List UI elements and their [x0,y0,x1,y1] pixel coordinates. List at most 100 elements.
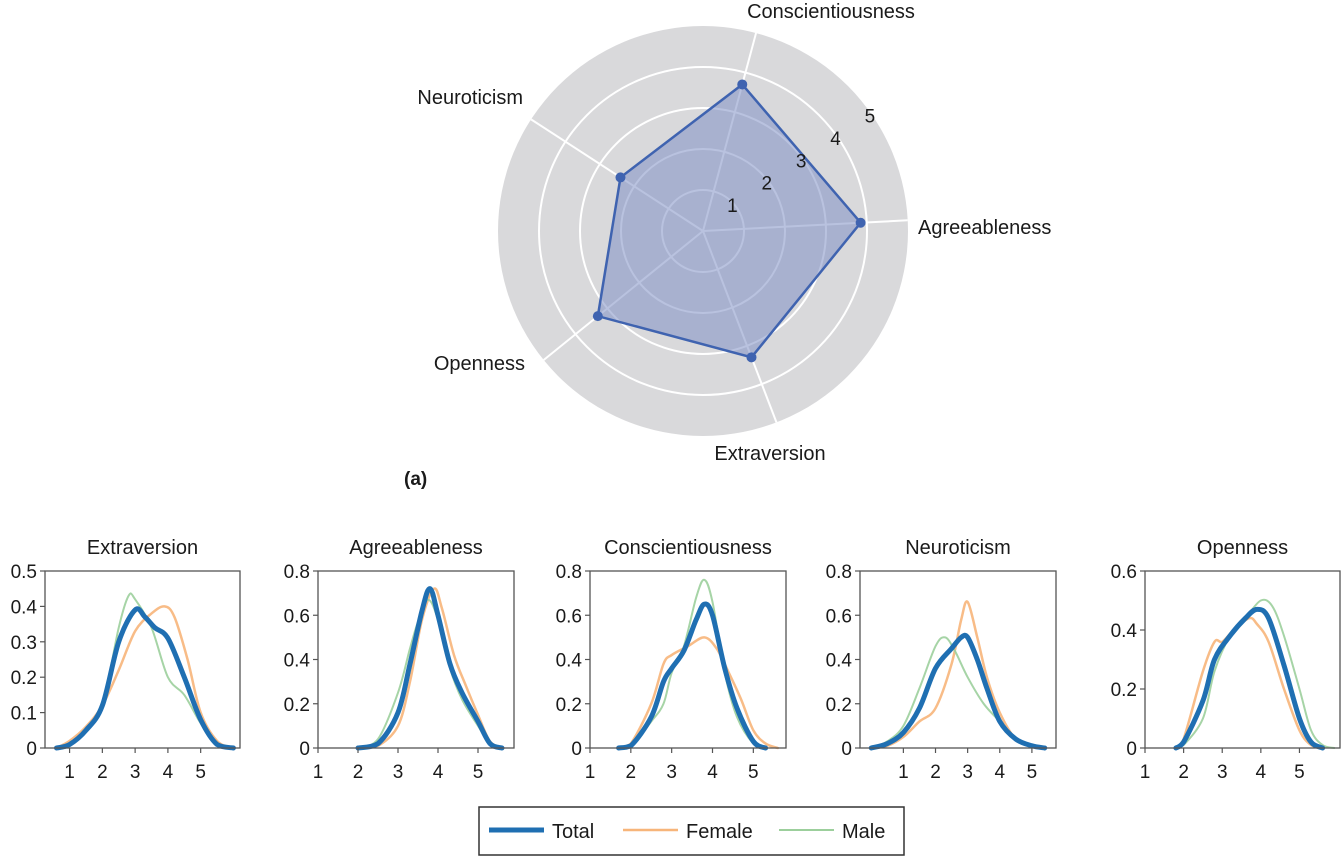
radar-axis-label-neuroticism: Neuroticism [417,87,523,109]
radar-point-neuroticism [615,172,626,183]
series-line-total [616,601,769,751]
radar-radial-tick-label: 5 [865,107,876,128]
radar-radial-tick-label: 4 [830,129,841,150]
x-tick-label: 1 [313,762,324,783]
legend-male-label: Male [842,821,885,843]
x-tick-label: 1 [898,762,909,783]
x-tick-label: 4 [433,762,444,783]
x-tick-label: 3 [130,762,141,783]
panel-frame [859,570,1057,749]
y-tick-label: 0.1 [11,704,37,725]
x-tick-label: 1 [64,762,75,783]
series-line-female [617,636,780,750]
x-tick-label: 3 [1217,762,1228,783]
x-tick-label: 2 [1178,762,1189,783]
radar-point-extraversion [746,352,757,363]
x-tick-label: 2 [97,762,108,783]
panel-frame [44,570,241,749]
y-tick-label: 0.2 [284,695,310,716]
panel-frame [589,570,787,749]
radar-radial-tick-label: 3 [796,151,807,172]
legend-female-label: Female [686,821,753,843]
x-tick-label: 4 [994,762,1005,783]
y-tick-label: 0.2 [556,695,582,716]
panel-title: Neuroticism [905,537,1011,559]
y-tick-label: 0.6 [284,606,310,627]
series-line-male [1174,598,1336,749]
x-tick-label: 1 [585,762,596,783]
y-tick-label: 0.5 [11,562,37,583]
x-tick-label: 2 [353,762,364,783]
x-tick-label: 5 [1294,762,1305,783]
series-line-female [356,587,504,750]
radar-axis-label-extraversion: Extraversion [714,443,825,465]
y-tick-label: 0.2 [826,695,852,716]
panel-title: Openness [1197,537,1288,559]
radar-polygon [596,82,863,359]
radar-radial-tick-label: 1 [727,196,738,217]
series-line-female [869,600,1046,750]
density-panel-conscientiousness: Conscientiousness 0 0.2 0.4 0.6 0.8 1 2 3 4 5 [556,537,787,783]
legend-total-label: Total [552,821,594,843]
x-tick-label: 2 [930,762,941,783]
y-tick-label: 0 [571,739,582,760]
x-tick-label: 2 [626,762,637,783]
series-line-total [355,586,505,751]
series-line-total [1173,606,1326,751]
x-tick-label: 3 [393,762,404,783]
panel-frame [317,570,515,749]
x-tick-label: 3 [962,762,973,783]
x-tick-label: 4 [163,762,174,783]
x-tick-label: 5 [1027,762,1038,783]
x-tick-label: 4 [1256,762,1267,783]
radar-axis-label-conscientiousness: Conscientiousness [747,1,915,23]
y-tick-label: 0.4 [11,597,38,618]
density-panel-openness: Openness 0 0.2 0.4 0.6 1 2 3 4 5 [1111,537,1341,783]
y-tick-label: 0.3 [11,633,37,654]
radar-point-agreeableness [855,217,866,228]
panel-title: Conscientiousness [604,537,772,559]
y-tick-label: 0.8 [826,562,852,583]
y-tick-label: 0.2 [1111,680,1137,701]
radar-radial-tick-label: 2 [761,174,772,195]
radar-grid-ring [538,66,868,396]
y-tick-label: 0.4 [1111,621,1138,642]
y-tick-label: 0.8 [556,562,582,583]
y-tick-label: 0 [1126,739,1137,760]
series-line-male [870,636,1046,749]
x-tick-label: 4 [707,762,718,783]
density-panel-neuroticism: Neuroticism 0 0.2 0.4 0.6 0.8 1 2 3 4 5 [826,537,1057,783]
series-line-total [53,606,236,751]
radar-chart: 1 2 3 4 5 Agreeableness Conscientiousness Neuro… [417,1,1051,465]
panel-frame [1144,570,1341,749]
x-tick-label: 5 [748,762,759,783]
x-tick-label: 5 [195,762,206,783]
y-tick-label: 0.4 [284,651,311,672]
series-line-female [1174,616,1324,750]
density-panel-extraversion: Extraversion 0 0.1 0.2 0.3 0.4 0.5 1 2 3 4 5 [11,537,241,783]
series-line-total [868,632,1048,751]
density-panel-agreeableness: Agreeableness 0 0.2 0.4 0.6 0.8 1 2 3 4 5 [284,537,515,783]
radar-axis-label-openness: Openness [434,353,525,375]
y-tick-label: 0.6 [556,606,582,627]
panel-title: Agreeableness [349,537,482,559]
radar-point-conscientiousness [737,79,748,90]
radar-point-openness [592,311,603,322]
y-tick-label: 0 [299,739,310,760]
y-tick-label: 0 [841,739,852,760]
y-tick-label: 0.2 [11,668,37,689]
legend: Total Female Male [478,806,905,856]
y-tick-label: 0.8 [284,562,310,583]
x-tick-label: 3 [666,762,677,783]
radar-axis-label-agreeableness: Agreeableness [918,217,1051,239]
x-tick-label: 1 [1140,762,1151,783]
panel-title: Extraversion [87,537,198,559]
y-tick-label: 0.4 [556,651,583,672]
figure-panel-label: (a) [404,469,427,490]
y-tick-label: 0.6 [1111,562,1137,583]
y-tick-label: 0.6 [826,606,852,627]
y-tick-label: 0.4 [826,651,853,672]
y-tick-label: 0 [26,739,37,760]
